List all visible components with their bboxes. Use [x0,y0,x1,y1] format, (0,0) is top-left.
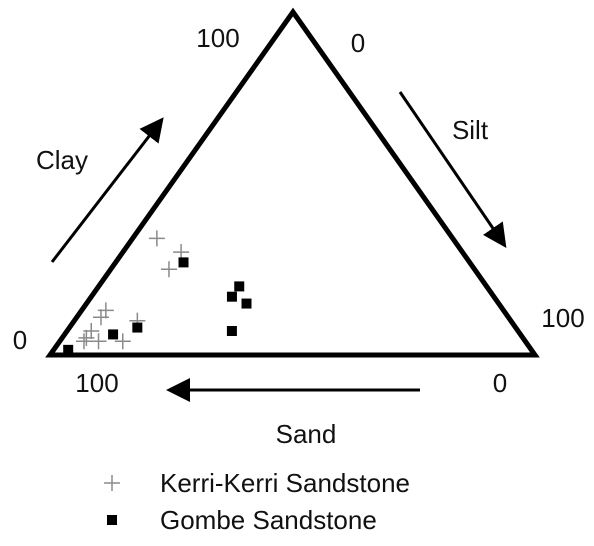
tick-label: 100 [75,368,118,398]
axis-title: Silt [452,115,489,145]
axis-title: Sand [276,419,337,449]
square [63,344,74,355]
tick-label: 0 [351,28,365,58]
data-point [75,333,92,350]
tick-label: 100 [196,23,239,53]
data-point [226,291,237,302]
triangle [45,7,540,358]
legend-label: Kerri-Kerri Sandstone [160,468,410,498]
data-point [114,333,131,350]
tick-label: 0 [493,368,507,398]
square [108,329,119,340]
data-point [63,344,74,355]
square [178,257,189,268]
data-point [148,230,165,247]
data-point [78,329,95,346]
legend-marker [107,515,117,525]
axis-title: Clay [36,145,88,175]
data-point [234,281,245,292]
data-point [178,257,189,268]
square [234,281,245,292]
data-point [160,261,177,278]
data-point [226,325,237,336]
silt-arrow [398,91,507,248]
square [107,515,117,525]
tick-label: 0 [13,325,27,355]
data-point [241,298,252,309]
data-point [132,322,143,333]
data-point [92,309,109,326]
square [241,298,252,309]
legend-label: Gombe Sandstone [160,505,377,535]
tick-label: 100 [541,303,584,333]
square [132,322,143,333]
clay-arrow [50,117,164,263]
data-point [108,329,119,340]
data-point [90,333,107,350]
square [226,325,237,336]
square [226,291,237,302]
legend-marker [104,475,120,491]
